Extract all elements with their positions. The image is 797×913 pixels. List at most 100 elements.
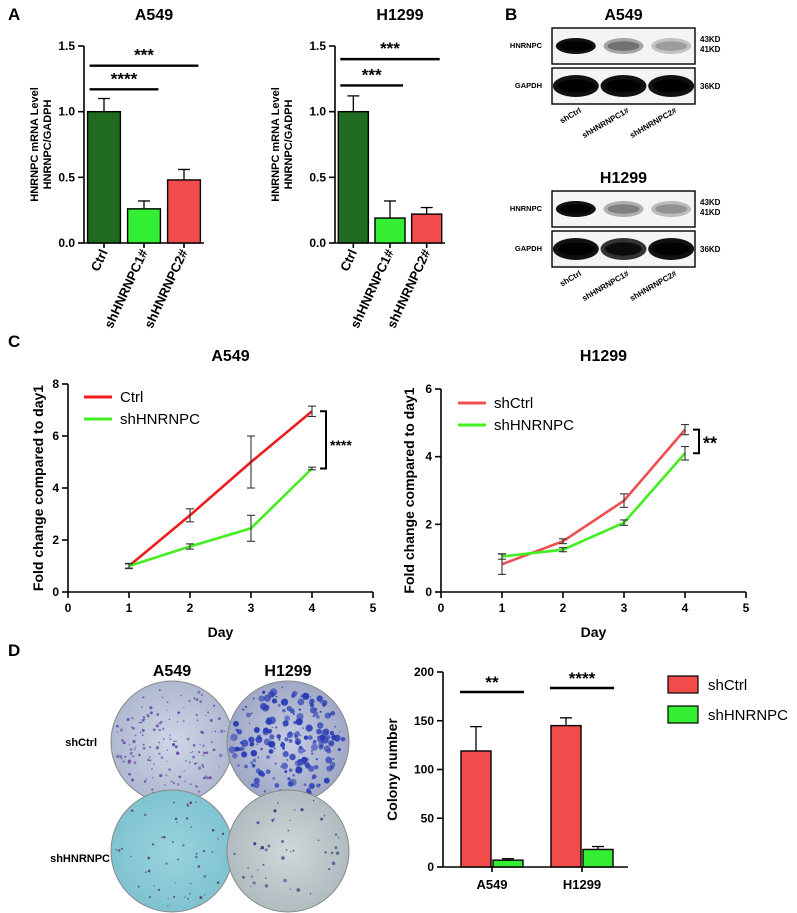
- colony-dot: [297, 747, 305, 754]
- colony-dot: [176, 821, 178, 823]
- colony-dot: [245, 712, 251, 718]
- colony-dot: [202, 849, 206, 853]
- colony-dot: [210, 740, 213, 744]
- y-tick-label: 100: [414, 763, 434, 777]
- colony-dot: [146, 758, 150, 761]
- colony-dot: [195, 698, 199, 701]
- colony-dot: [300, 734, 302, 737]
- colony-dot: [178, 775, 182, 779]
- colony-dot: [160, 756, 164, 759]
- colony-dot: [194, 762, 197, 765]
- blot-band: [603, 38, 644, 54]
- colony-dot: [158, 752, 161, 755]
- colony-dot: [198, 790, 201, 793]
- colony-dot: [195, 852, 198, 855]
- y-tick-label: 50: [421, 811, 435, 825]
- colony-dot: [280, 766, 282, 768]
- colony-dot: [318, 784, 321, 786]
- colony-dot: [266, 755, 270, 760]
- colony-dot: [233, 852, 236, 856]
- colony-dot: [168, 737, 170, 739]
- colony-dot: [277, 703, 281, 707]
- colony-dot: [176, 750, 179, 753]
- colony-dot: [289, 778, 297, 787]
- colony-dot: [319, 701, 322, 704]
- colony-dot: [130, 809, 134, 813]
- colony-dot: [128, 772, 131, 776]
- colony-dot: [186, 737, 190, 741]
- bar: [492, 859, 524, 868]
- colony-dot: [139, 731, 142, 734]
- colony-dot: [256, 821, 260, 825]
- colony-dot: [115, 848, 117, 851]
- series-line: [501, 428, 686, 566]
- colony-dot: [288, 738, 293, 743]
- colony-dot: [192, 744, 196, 747]
- blot-lane-label: shCtrl: [558, 106, 583, 125]
- blot-band: [651, 201, 692, 217]
- colony-dot: [286, 759, 289, 761]
- x-tick-label: H1299: [563, 877, 601, 892]
- colony-dot: [183, 770, 185, 772]
- series-line: [128, 467, 313, 568]
- colony-dot: [258, 695, 265, 702]
- legend-label: Ctrl: [120, 389, 143, 406]
- colony-dot: [201, 763, 205, 767]
- y-tick-label: 4: [52, 481, 59, 495]
- y-tick-label: 0: [425, 585, 432, 599]
- colony-dot: [281, 741, 284, 744]
- colony-dot: [303, 783, 307, 787]
- colony-dot: [176, 720, 179, 723]
- colony-dot: [141, 706, 143, 708]
- bar: [582, 848, 614, 868]
- colony-dot: [302, 692, 310, 700]
- bar: [126, 208, 162, 244]
- colony-dot: [189, 801, 193, 805]
- colony-dot: [284, 715, 291, 722]
- x-tick-label: A549: [476, 877, 507, 892]
- colony-dot: [144, 871, 147, 874]
- colony-dot: [160, 836, 163, 839]
- colony-plate: [110, 789, 234, 913]
- colony-dot: [317, 839, 320, 842]
- colony-dot: [244, 764, 248, 769]
- colony-dot: [262, 863, 265, 866]
- y-tick-label: 1.5: [309, 39, 326, 53]
- colony-dot: [149, 759, 152, 762]
- colony-dot: [195, 713, 198, 716]
- colony-dot: [300, 695, 303, 698]
- colony-dot: [173, 801, 175, 804]
- colony-dot: [277, 801, 279, 804]
- colony-dot: [300, 808, 304, 812]
- colony-dot: [324, 712, 331, 719]
- blot-size-label: 41KD: [700, 208, 721, 217]
- blot-size-label: 41KD: [700, 45, 721, 54]
- colony-dot: [316, 715, 320, 719]
- x-tick-label: 4: [309, 601, 316, 615]
- colony-dot: [252, 758, 257, 763]
- colony-dot: [180, 694, 182, 697]
- blot-band-core: [557, 242, 595, 256]
- colony-plate: [110, 680, 234, 804]
- colony-dot: [165, 760, 168, 763]
- y-tick-label: 1.0: [58, 105, 75, 119]
- colony-dot: [325, 756, 333, 764]
- colony-dot: [312, 799, 315, 802]
- colony-dot: [339, 731, 341, 733]
- colony-dot: [263, 790, 267, 793]
- colony-dot: [135, 746, 137, 748]
- colony-dot: [221, 832, 225, 835]
- colony-dot: [182, 844, 185, 847]
- colony-plate: [226, 789, 350, 913]
- legend-label: shHNRNPC: [120, 411, 200, 428]
- colony-dot: [184, 896, 186, 898]
- colony-dot: [142, 716, 146, 719]
- colony-dot: [297, 698, 305, 706]
- colony-dot: [192, 755, 196, 759]
- colony-dot: [205, 751, 209, 755]
- colony-dot: [301, 694, 303, 696]
- colony-dot: [310, 749, 313, 753]
- colony-dot: [309, 702, 315, 708]
- blot-band-core: [557, 79, 595, 93]
